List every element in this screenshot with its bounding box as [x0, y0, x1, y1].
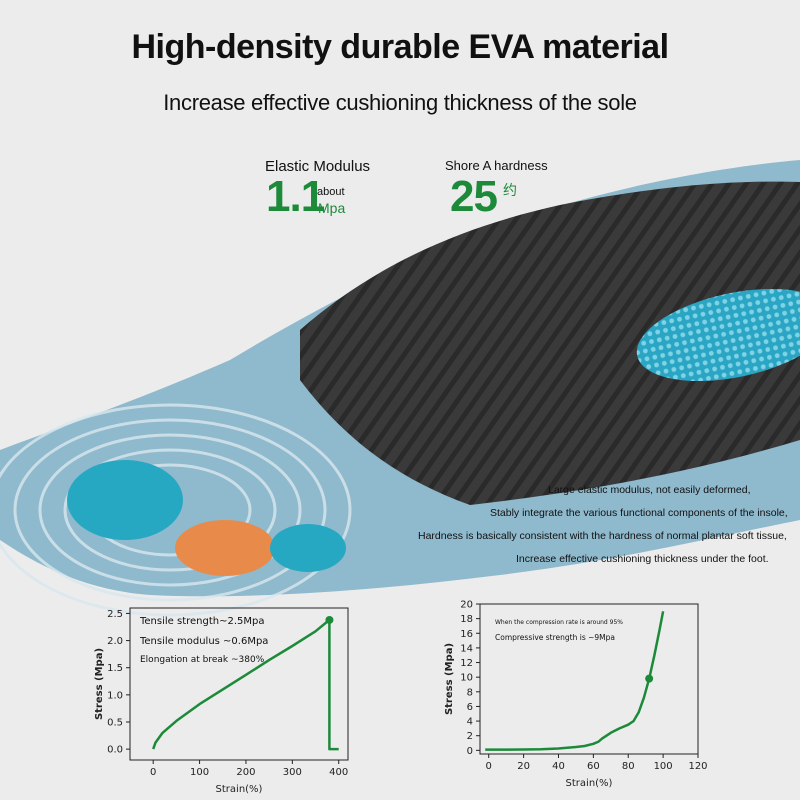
x-tick-label: 60 — [587, 761, 600, 772]
chart-annotation: When the compression rate is around 95% — [495, 619, 623, 626]
y-tick-label: 18 — [460, 614, 473, 625]
y-axis-label: Stress (Mpa) — [444, 643, 455, 715]
data-marker — [645, 674, 654, 683]
y-tick-label: 8 — [467, 687, 473, 698]
y-tick-label: 2 — [467, 731, 473, 742]
x-axis-label: Strain(%) — [566, 778, 613, 789]
elastic-modulus-value: 1.1 — [266, 172, 325, 221]
y-tick-label: 4 — [467, 717, 473, 728]
x-tick-label: 300 — [283, 767, 302, 778]
elastic-modulus-label: Elastic Modulus — [265, 158, 371, 175]
compression-chart: 0 20 40 60 80 100 120 0 2 4 6 8 10 12 14 16 18 20 Strain(%… — [444, 600, 708, 790]
y-tick-label: 0.0 — [107, 745, 123, 756]
chart-annotation: Tensile modulus ~0.6Mpa — [139, 636, 268, 647]
shore-hardness-value: 25 — [450, 172, 498, 221]
data-marker — [325, 615, 334, 624]
description-line-2: Stably integrate the various functional … — [490, 507, 788, 519]
page-title: High-density durable EVA material — [131, 28, 669, 66]
y-tick-label: 2.0 — [107, 636, 123, 647]
y-tick-label: 1.0 — [107, 690, 123, 701]
y-tick-label: 20 — [460, 600, 473, 611]
y-tick-label: 0.5 — [107, 718, 123, 729]
y-tick-label: 12 — [460, 658, 473, 669]
x-tick-label: 100 — [190, 767, 209, 778]
chart-annotation: Compressive strength is ~9Mpa — [495, 633, 615, 642]
x-tick-label: 0 — [150, 767, 156, 778]
y-tick-label: 2.5 — [107, 609, 123, 620]
y-tick-label: 6 — [467, 702, 473, 713]
y-tick-label: 1.5 — [107, 663, 123, 674]
elastic-modulus-unit: Mpa — [318, 200, 346, 216]
x-axis-label: Strain(%) — [216, 784, 263, 795]
tensile-chart: 0 100 200 300 400 0.0 0.5 1.0 1.5 2.0 2.5 Strain(%)… — [94, 607, 349, 795]
x-tick-label: 40 — [552, 761, 565, 772]
y-tick-label: 0 — [467, 746, 473, 757]
chart-annotation: Elongation at break ~380% — [140, 655, 265, 665]
x-tick-label: 400 — [329, 767, 348, 778]
plot-frame — [129, 607, 349, 761]
shore-hardness-label: Shore A hardness — [445, 158, 548, 173]
elastic-modulus-prefix: about — [317, 186, 345, 198]
page-subtitle: Increase effective cushioning thickness … — [163, 90, 637, 115]
shore-hardness-unit: 约 — [503, 182, 517, 198]
plot-frame — [479, 603, 699, 755]
x-tick-label: 100 — [654, 761, 673, 772]
x-tick-label: 0 — [486, 761, 492, 772]
chart-annotation: Tensile strength~2.5Mpa — [139, 616, 265, 627]
description-line-3: Hardness is basically consistent with th… — [418, 530, 787, 542]
x-tick-label: 120 — [688, 761, 707, 772]
y-tick-label: 14 — [460, 643, 473, 654]
y-tick-label: 16 — [460, 629, 473, 640]
x-tick-label: 20 — [517, 761, 530, 772]
description-line-1: Large elastic modulus, not easily deform… — [548, 484, 751, 496]
y-axis-label: Stress (Mpa) — [94, 648, 105, 720]
x-tick-label: 200 — [236, 767, 255, 778]
description-line-4: Increase effective cushioning thickness … — [516, 553, 769, 565]
y-tick-label: 10 — [460, 673, 473, 684]
x-tick-label: 80 — [622, 761, 635, 772]
